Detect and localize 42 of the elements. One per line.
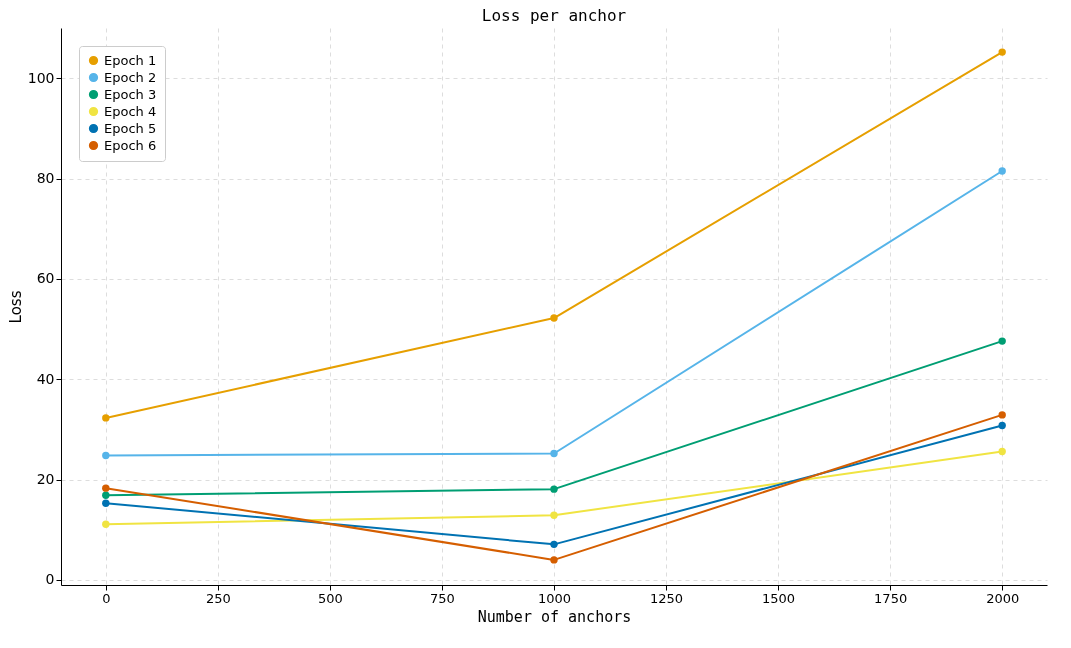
point [550, 511, 558, 519]
y-tick-label: 100 [27, 69, 55, 86]
x-tick-label: 1500 [762, 590, 796, 606]
point [550, 314, 558, 322]
point [998, 421, 1006, 430]
point [102, 499, 110, 507]
point [102, 520, 110, 528]
x-tick-label: 1750 [874, 590, 908, 606]
legend-label: Epoch 5 [104, 120, 157, 136]
point [998, 447, 1006, 456]
point [550, 540, 558, 549]
x-tick-label: 250 [205, 590, 231, 606]
y-tick-label: 60 [36, 270, 55, 287]
legend-label: Epoch 3 [104, 86, 157, 102]
point [998, 167, 1006, 175]
x-tick-label: 1250 [650, 590, 684, 606]
x-tick-label: 2000 [986, 590, 1020, 606]
legend-label: Epoch 1 [104, 52, 157, 68]
point [998, 411, 1006, 419]
point [102, 491, 110, 499]
y-tick-label: 20 [36, 471, 55, 488]
point [102, 484, 110, 492]
y-tick-label: 80 [36, 170, 55, 187]
y-axis-title: Loss [6, 290, 25, 324]
point [550, 556, 558, 564]
y-tick-label: 0 [45, 571, 55, 588]
point [550, 485, 558, 493]
x-tick-label: 500 [318, 590, 343, 606]
point [102, 451, 110, 460]
x-axis-title: Number of anchors [477, 607, 632, 626]
x-tick-label: 1000 [537, 590, 572, 606]
legend-label: Epoch 6 [104, 137, 157, 153]
legend-label: Epoch 4 [104, 103, 157, 119]
x-tick-label: 0 [102, 590, 111, 606]
point [998, 337, 1006, 345]
x-tick-label: 750 [430, 590, 455, 606]
point [998, 48, 1006, 56]
legend-label: Epoch 2 [104, 69, 157, 85]
point [550, 449, 558, 458]
y-tick-label: 40 [36, 370, 55, 387]
chart-title: Loss per anchor [481, 6, 627, 25]
point [102, 414, 110, 422]
